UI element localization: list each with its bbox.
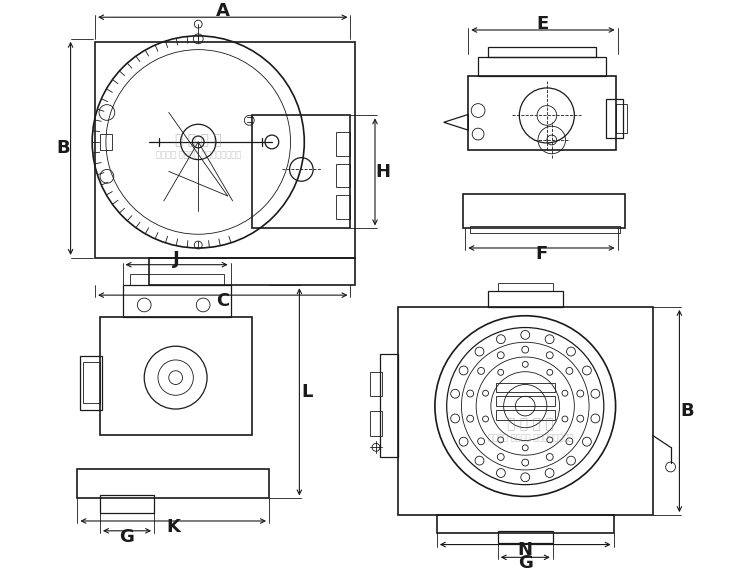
Bar xyxy=(370,411,382,435)
Bar xyxy=(336,164,350,187)
Text: 服务至上 优质设备 品质保证技术专业: 服务至上 优质设备 品质保证技术专业 xyxy=(488,433,573,442)
Text: L: L xyxy=(302,383,313,401)
Bar xyxy=(436,515,614,533)
Bar xyxy=(100,317,252,435)
Bar xyxy=(100,134,112,150)
Bar xyxy=(464,194,626,228)
Bar xyxy=(336,132,350,156)
Bar xyxy=(488,47,596,57)
Text: G: G xyxy=(119,528,134,546)
Bar xyxy=(616,104,627,133)
Bar xyxy=(498,283,553,291)
Text: 服务至上 优质设备 品质保证技术专业: 服务至上 优质设备 品质保证技术专业 xyxy=(155,150,241,159)
Bar xyxy=(606,99,623,138)
Text: E: E xyxy=(537,15,549,33)
Bar xyxy=(488,291,562,307)
Bar xyxy=(80,356,102,410)
Text: C: C xyxy=(216,292,229,310)
Text: K: K xyxy=(166,518,180,536)
Bar xyxy=(478,57,606,76)
Bar xyxy=(380,354,398,457)
Bar xyxy=(496,396,555,406)
Bar xyxy=(123,285,231,317)
Bar xyxy=(496,410,555,420)
Bar xyxy=(496,383,555,392)
Text: B: B xyxy=(56,140,70,157)
Bar xyxy=(95,42,356,258)
Text: H: H xyxy=(375,163,390,181)
Bar xyxy=(83,362,100,403)
Bar xyxy=(398,307,653,515)
Text: B: B xyxy=(680,402,694,420)
Bar xyxy=(100,495,154,513)
Text: G: G xyxy=(518,554,532,572)
Bar xyxy=(470,227,620,233)
Bar xyxy=(336,195,350,219)
Bar xyxy=(498,531,553,543)
Bar xyxy=(77,469,269,498)
Bar xyxy=(370,372,382,396)
Bar xyxy=(468,76,616,150)
Text: 雄 鹰 精 机: 雄 鹰 精 机 xyxy=(507,417,554,431)
Bar xyxy=(252,116,350,228)
Bar xyxy=(149,258,356,285)
Text: F: F xyxy=(536,245,548,263)
Text: 雄 鹰 精 机: 雄 鹰 精 机 xyxy=(175,133,221,147)
Bar xyxy=(130,273,224,285)
Text: N: N xyxy=(518,542,532,559)
Text: J: J xyxy=(173,250,180,268)
Text: A: A xyxy=(216,2,229,21)
